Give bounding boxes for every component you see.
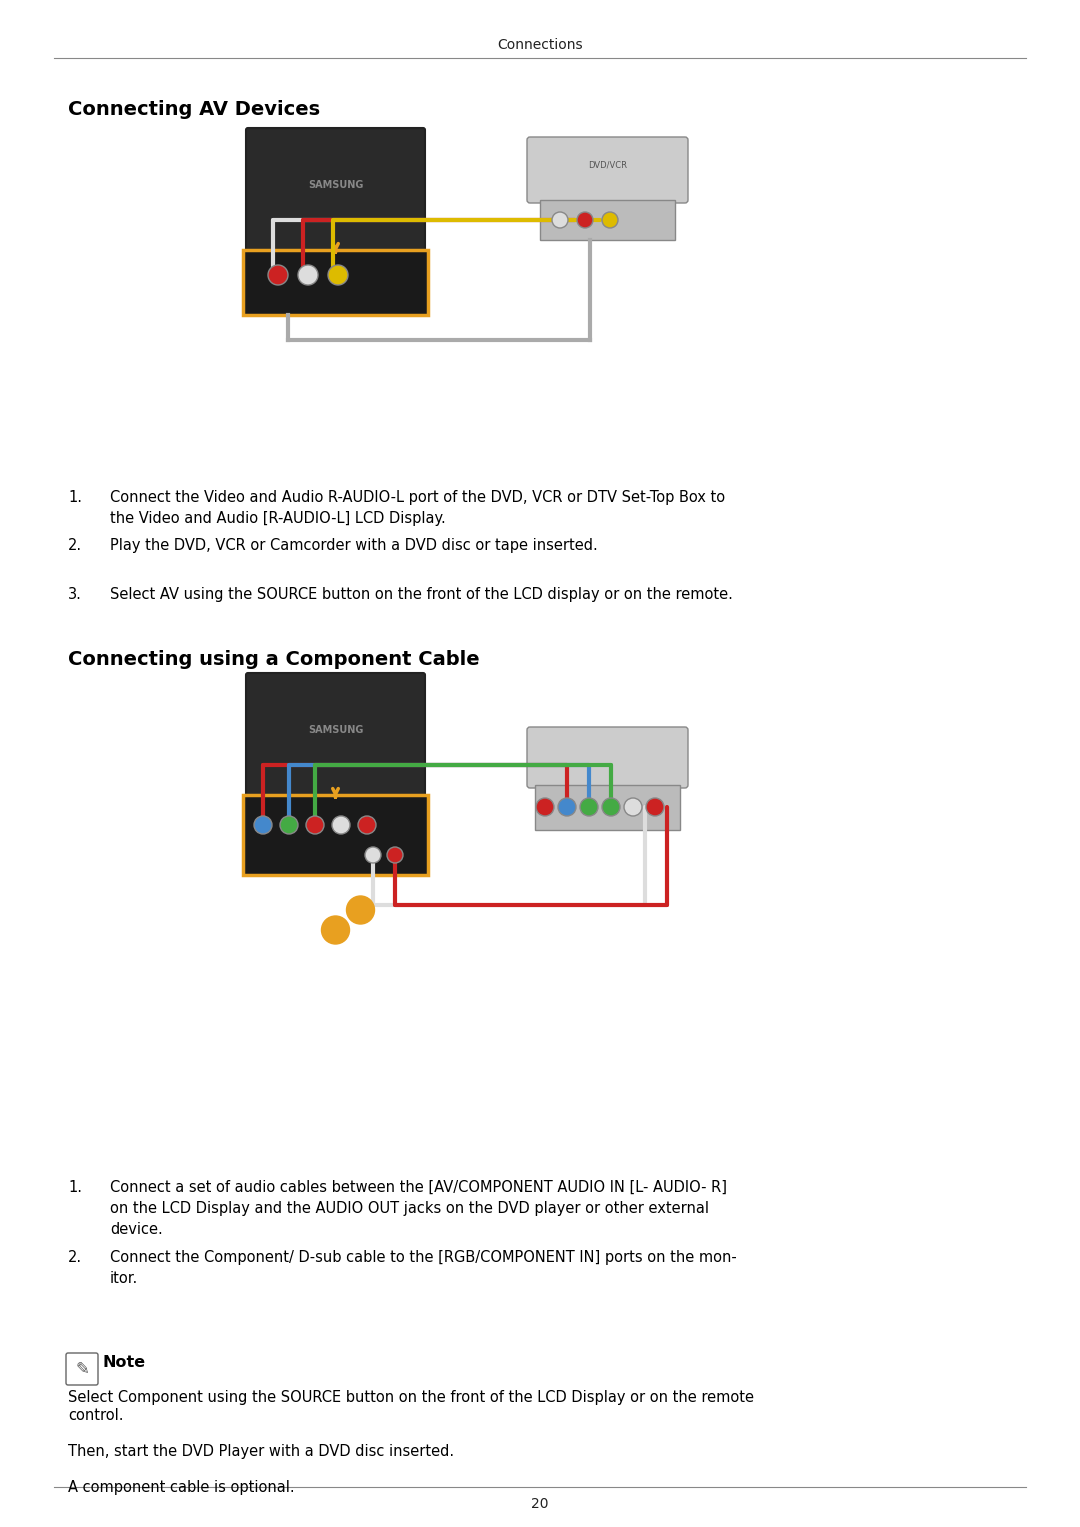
Circle shape: [387, 847, 403, 863]
Circle shape: [624, 799, 642, 815]
Text: Select AV using the SOURCE button on the front of the LCD display or on the remo: Select AV using the SOURCE button on the…: [110, 586, 733, 602]
Text: 2: 2: [356, 904, 365, 916]
Text: Connecting using a Component Cable: Connecting using a Component Cable: [68, 651, 480, 669]
Text: 1.: 1.: [68, 490, 82, 505]
Text: Connections: Connections: [497, 38, 583, 52]
Text: Then, start the DVD Player with a DVD disc inserted.: Then, start the DVD Player with a DVD di…: [68, 1445, 454, 1458]
FancyBboxPatch shape: [246, 673, 426, 817]
Circle shape: [322, 916, 350, 944]
Text: Connect the Video and Audio R-AUDIO-L port of the DVD, VCR or DTV Set-Top Box to: Connect the Video and Audio R-AUDIO-L po…: [110, 490, 725, 525]
Circle shape: [602, 799, 620, 815]
Circle shape: [268, 266, 288, 286]
Text: Note: Note: [103, 1354, 146, 1370]
Text: control.: control.: [68, 1408, 123, 1423]
Circle shape: [577, 212, 593, 228]
FancyBboxPatch shape: [243, 796, 428, 875]
Text: Select Component using the SOURCE button on the front of the LCD Display or on t: Select Component using the SOURCE button…: [68, 1390, 754, 1405]
Circle shape: [365, 847, 381, 863]
Text: SAMSUNG: SAMSUNG: [308, 725, 363, 734]
Text: 2.: 2.: [68, 539, 82, 553]
Circle shape: [536, 799, 554, 815]
Text: 2.: 2.: [68, 1251, 82, 1266]
Circle shape: [298, 266, 318, 286]
Circle shape: [646, 799, 664, 815]
Text: Connect the Component/ D-sub cable to the [RGB/COMPONENT IN] ports on the mon-
i: Connect the Component/ D-sub cable to th…: [110, 1251, 737, 1286]
Text: 20: 20: [531, 1496, 549, 1512]
Text: 3.: 3.: [68, 586, 82, 602]
FancyBboxPatch shape: [527, 727, 688, 788]
Text: SAMSUNG: SAMSUNG: [308, 180, 363, 189]
Text: 1: 1: [332, 924, 340, 936]
FancyBboxPatch shape: [243, 250, 428, 315]
Circle shape: [332, 815, 350, 834]
FancyBboxPatch shape: [540, 200, 675, 240]
Circle shape: [580, 799, 598, 815]
Circle shape: [552, 212, 568, 228]
FancyBboxPatch shape: [246, 128, 426, 272]
FancyBboxPatch shape: [66, 1353, 98, 1385]
Circle shape: [558, 799, 576, 815]
Text: ✎: ✎: [76, 1361, 89, 1377]
Circle shape: [347, 896, 375, 924]
Text: 1.: 1.: [68, 1180, 82, 1196]
Text: Connecting AV Devices: Connecting AV Devices: [68, 99, 320, 119]
Text: Play the DVD, VCR or Camcorder with a DVD disc or tape inserted.: Play the DVD, VCR or Camcorder with a DV…: [110, 539, 597, 553]
Text: Connect a set of audio cables between the [AV/COMPONENT AUDIO IN [L- AUDIO- R]
o: Connect a set of audio cables between th…: [110, 1180, 727, 1237]
Circle shape: [602, 212, 618, 228]
Circle shape: [254, 815, 272, 834]
Text: A component cable is optional.: A component cable is optional.: [68, 1480, 295, 1495]
Circle shape: [328, 266, 348, 286]
Circle shape: [306, 815, 324, 834]
Circle shape: [357, 815, 376, 834]
Circle shape: [280, 815, 298, 834]
Text: DVD/VCR: DVD/VCR: [588, 160, 627, 169]
FancyBboxPatch shape: [527, 137, 688, 203]
FancyBboxPatch shape: [535, 785, 680, 831]
